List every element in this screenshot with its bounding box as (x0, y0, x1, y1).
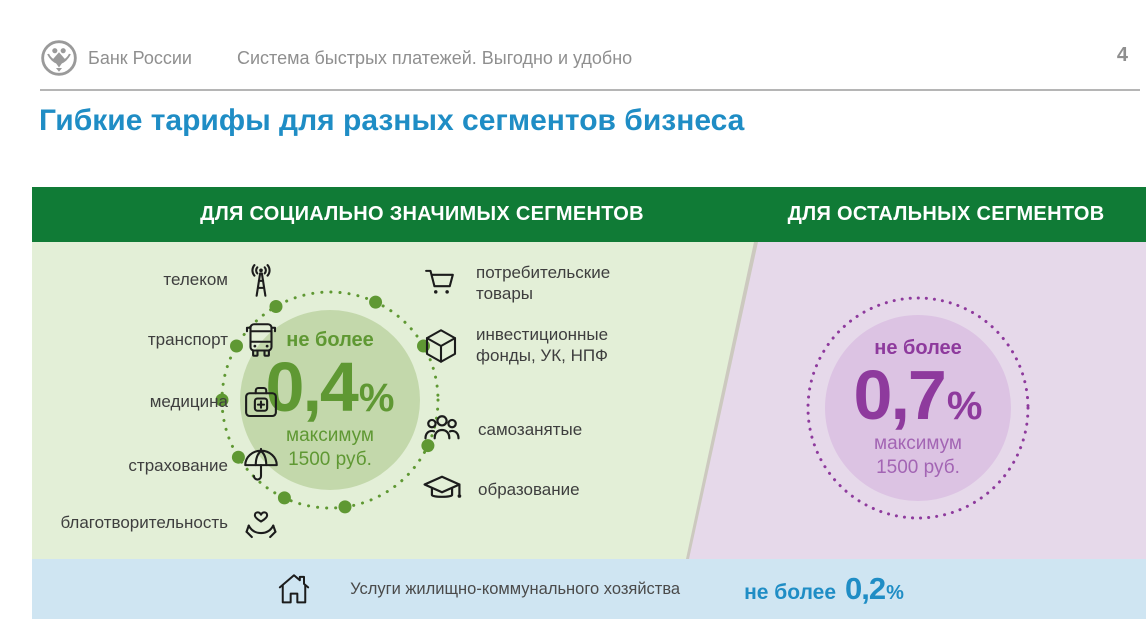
rate-prefix: не более (874, 336, 962, 359)
segment-label: благотворительность (60, 512, 228, 532)
rate-percent-sign: % (946, 383, 983, 428)
rate-number: 0,4% (265, 347, 395, 426)
tariff-panels: не более 0,4% максимум 1500 руб. не боле… (32, 242, 1146, 559)
segment-header-band: ДЛЯ СОЦИАЛЬНО ЗНАЧИМЫХ СЕГМЕНТОВ ДЛЯ ОСТ… (32, 187, 1146, 242)
medical-kit-icon (240, 381, 282, 423)
social-rate-text: не более 0,4% максимум 1500 руб. (220, 290, 440, 510)
bank-name: Банк России (88, 48, 192, 68)
rate-value: 0,4 (265, 347, 359, 426)
rate-max-line1: максимум (286, 425, 374, 446)
radio-tower-icon (240, 259, 282, 301)
rate-max-line2: 1500 руб. (288, 448, 372, 470)
segment-education: образование (420, 466, 580, 514)
segment-medicine: медицина (34, 378, 282, 426)
segment-label: инвестиционные фонды, УК, НПФ (476, 325, 609, 365)
bus-icon (240, 319, 282, 361)
segment-charity: благотворительность (34, 499, 282, 547)
segment-insurance: страхование (34, 442, 282, 490)
other-segments-header: ДЛЯ ОСТАЛЬНЫХ СЕГМЕНТОВ (787, 203, 1105, 225)
segment-transport: транспорт (34, 316, 282, 364)
segment-label: медицина (149, 391, 228, 411)
rate-prefix: не более (744, 581, 837, 604)
umbrella-icon (240, 445, 282, 487)
deck-subtitle: Система быстрых платежей. Выгодно и удоб… (237, 48, 633, 68)
social-segments-header: ДЛЯ СОЦИАЛЬНО ЗНАЧИМЫХ СЕГМЕНТОВ (200, 203, 644, 225)
segment-label: образование (478, 479, 580, 499)
housing-utilities-bar: Услуги жилищно-коммунального хозяйства н… (32, 559, 1146, 619)
other-rate-circle (806, 296, 1030, 520)
other-rate-text: не более 0,7% максимум 1500 руб. (808, 298, 1028, 518)
house-icon (274, 569, 314, 609)
segment-label: страхование (128, 455, 228, 475)
rate-percent-sign: % (358, 375, 395, 420)
segment-self-employed: самозанятые (420, 406, 582, 454)
housing-label: Услуги жилищно-коммунального хозяйства (350, 579, 681, 598)
segment-label: телеком (163, 269, 228, 289)
rate-prefix: не более (286, 328, 374, 351)
housing-rate: не более 0,2 % (744, 571, 904, 607)
rate-value: 0,2 (845, 571, 886, 606)
segment-label: потребительские товары (476, 263, 611, 303)
rate-max-line1: максимум (874, 433, 962, 454)
shopping-cart-icon (420, 263, 462, 305)
cube-icon (420, 325, 462, 367)
segment-consumer-goods: потребительские товары (420, 258, 661, 310)
graduation-cap-icon (420, 468, 464, 512)
bank-of-russia-logo-icon (41, 40, 77, 76)
segment-label: самозанятые (478, 419, 583, 439)
segment-investment-funds: инвестиционные фонды, УК, НПФ (420, 320, 661, 372)
slide-title: Гибкие тарифы для разных сегментов бизне… (39, 104, 745, 137)
charity-hands-icon (240, 502, 282, 544)
page-number: 4 (1116, 44, 1128, 66)
rate-value: 0,7 (853, 355, 947, 434)
header-divider (40, 89, 1140, 91)
rate-number: 0,7% (853, 355, 983, 434)
rate-max-line2: 1500 руб. (876, 456, 960, 478)
people-icon (420, 408, 464, 452)
segment-label: транспорт (147, 329, 228, 349)
segment-telecom: телеком (34, 256, 282, 304)
rate-percent-sign: % (886, 582, 904, 604)
